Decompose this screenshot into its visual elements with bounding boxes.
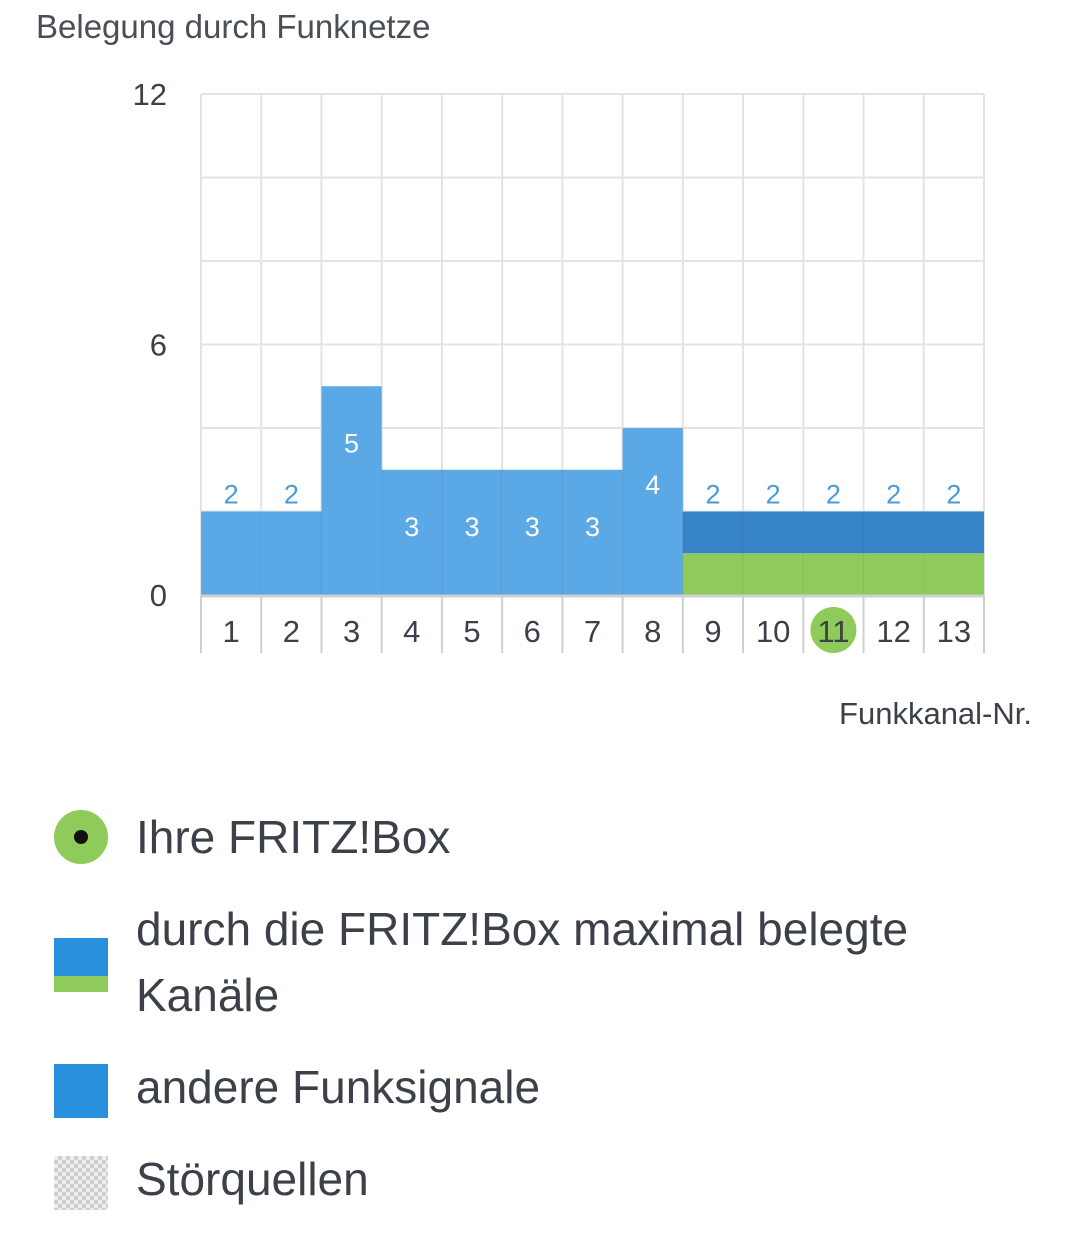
data-label-ch10: 2 [766, 480, 781, 510]
x-tick-label: 2 [283, 614, 300, 649]
data-label-ch11: 2 [826, 480, 841, 510]
y-tick-label: 12 [133, 77, 167, 112]
bar-series1-ch11 [803, 553, 864, 595]
x-tick-label: 7 [584, 614, 601, 649]
bar-series0-ch5 [441, 469, 503, 595]
bar-series2-ch10 [743, 511, 804, 554]
bars [201, 386, 984, 595]
bar-series1-ch10 [743, 553, 804, 595]
data-label-ch4: 3 [404, 512, 419, 542]
data-label-ch9: 2 [705, 480, 720, 510]
bar-series2-ch13 [923, 511, 984, 554]
data-label-ch13: 2 [946, 480, 961, 510]
chart-title: Belegung durch Funknetze [36, 8, 431, 45]
data-label-ch1: 2 [224, 480, 239, 510]
data-label-ch5: 3 [465, 512, 480, 542]
bar-series0-ch2 [261, 511, 322, 595]
x-axis-label: Funkkanal-Nr. [839, 696, 1032, 731]
x-tick-label: 6 [524, 614, 541, 649]
x-tick-label: 11 [817, 614, 849, 649]
x-tick-label: 5 [463, 614, 480, 649]
blue-green-swatch-icon [54, 938, 108, 992]
x-tick-label: 1 [222, 614, 239, 649]
legend-label-fritzbox-channels-line2: Kanäle [136, 969, 280, 1021]
bar-series2-ch11 [803, 511, 864, 554]
data-label-ch12: 2 [886, 480, 901, 510]
bar-series0-ch3 [321, 386, 382, 595]
data-label-ch3: 5 [344, 428, 359, 458]
checker-swatch-icon [54, 1156, 108, 1210]
bar-series1-ch12 [863, 553, 924, 595]
x-tick-label: 9 [704, 614, 721, 649]
data-labels: 2 2 5 3 3 3 3 4 2 2 2 2 2 [224, 428, 962, 542]
x-tick-label: 10 [756, 614, 790, 649]
y-tick-label: 6 [150, 328, 167, 363]
bar-series0-ch8 [622, 428, 683, 595]
fritzbox-channel-marker [810, 607, 857, 653]
bar-series0-ch1 [201, 511, 262, 595]
data-label-ch2: 2 [284, 480, 299, 510]
bar-series0-ch6 [502, 469, 563, 595]
bar-series2-ch12 [863, 511, 924, 554]
bar-series1-ch13 [923, 553, 984, 595]
legend-label-fritzbox-channels: durch die FRITZ!Box maximal belegte [136, 903, 909, 955]
bar-series2-ch9 [682, 511, 744, 554]
x-tick-label: 3 [343, 614, 360, 649]
bar-series1-ch9 [682, 553, 744, 595]
legend-label-interference: Störquellen [136, 1153, 369, 1205]
y-tick-label: 0 [150, 578, 167, 613]
green-dot-icon [54, 810, 108, 864]
x-tick-label: 12 [876, 614, 910, 649]
blue-swatch-icon [54, 1064, 108, 1118]
bar-series0-ch4 [381, 469, 442, 595]
bar-series0-ch7 [562, 469, 623, 595]
x-tick-label: 4 [403, 614, 420, 649]
x-tick-label: 13 [937, 614, 971, 649]
data-label-ch7: 3 [585, 512, 600, 542]
legend-label-other-signals: andere Funksignale [136, 1061, 541, 1113]
legend-label-fritzbox: Ihre FRITZ!Box [136, 811, 451, 863]
x-tick-label: 8 [644, 614, 661, 649]
data-label-ch6: 3 [525, 512, 540, 542]
data-label-ch8: 4 [645, 470, 660, 500]
